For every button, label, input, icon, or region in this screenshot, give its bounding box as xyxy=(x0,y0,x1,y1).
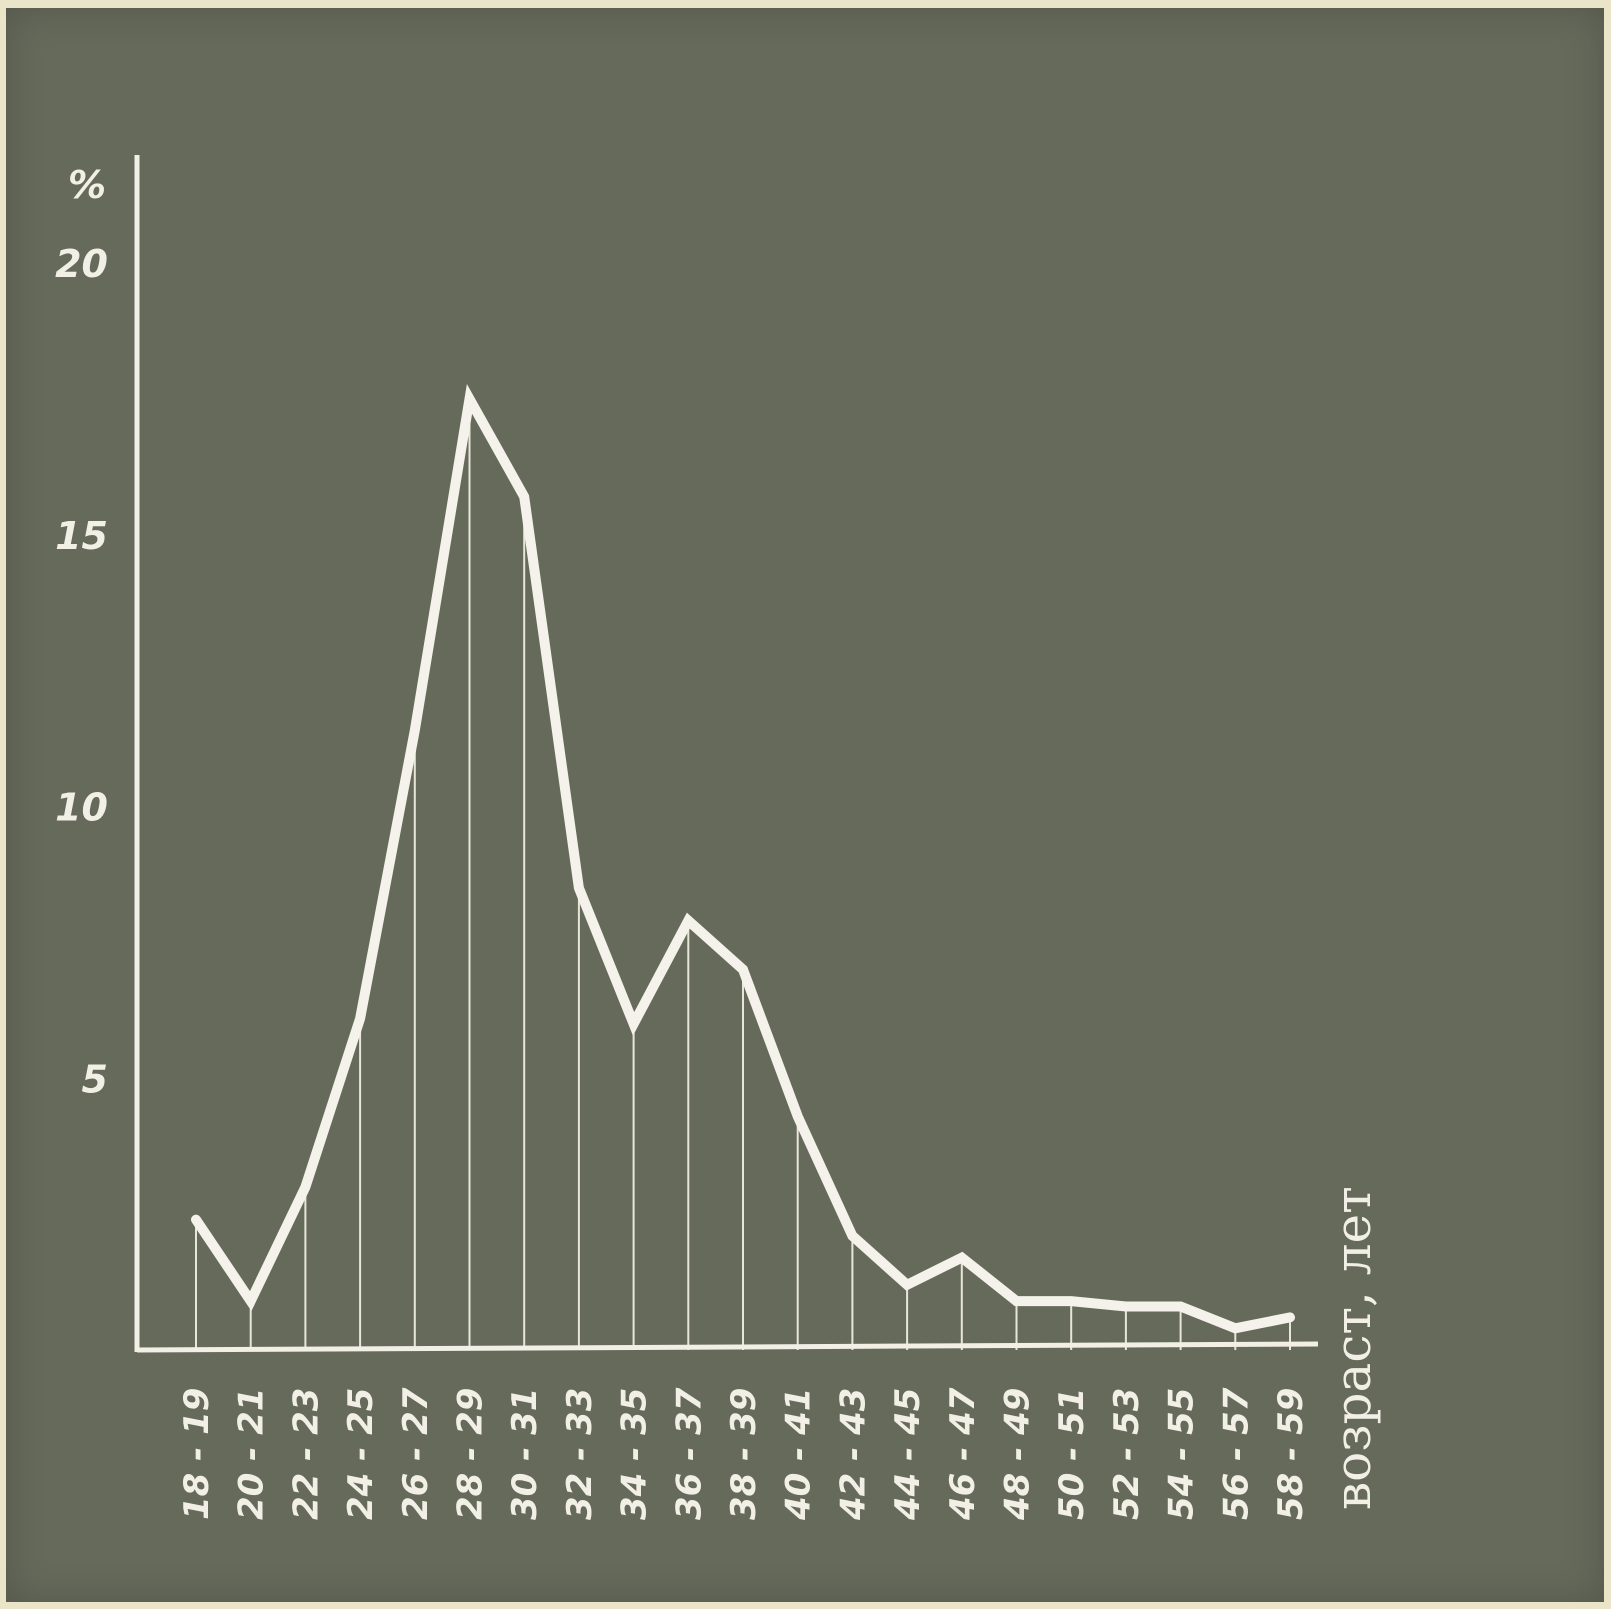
x-tick-label: 34 - 35 xyxy=(615,1388,655,1520)
y-axis-unit-label: % xyxy=(68,163,106,207)
x-tick-label: 52 - 53 xyxy=(1107,1388,1147,1520)
x-tick-label: 32 - 33 xyxy=(560,1388,600,1520)
x-tick-label: 30 - 31 xyxy=(505,1388,545,1520)
x-tick-label: 22 - 23 xyxy=(286,1388,326,1520)
x-tick-label: 38 - 39 xyxy=(724,1388,764,1520)
x-tick-label: 28 - 29 xyxy=(451,1388,491,1520)
x-tick-label: 42 - 43 xyxy=(833,1388,873,1521)
y-tick-label: 20 xyxy=(55,242,108,286)
y-tick-label: 10 xyxy=(55,786,108,830)
x-tick-labels: 18 - 19 20 - 21 22 - 23 24 - 25 26 - 27 28 - … xyxy=(177,1387,1311,1521)
y-tick-labels: 5 10 15 20 xyxy=(55,242,108,1101)
x-tick-label: 20 - 21 xyxy=(232,1388,272,1520)
x-tick-label: 24 - 25 xyxy=(341,1388,381,1520)
x-tick-label: 44 - 45 xyxy=(888,1388,928,1521)
x-tick-label: 54 - 55 xyxy=(1162,1388,1202,1520)
x-tick-label: 46 - 47 xyxy=(943,1387,983,1521)
x-tick-label: 50 - 51 xyxy=(1052,1388,1092,1520)
x-tick-label: 58 - 59 xyxy=(1271,1388,1311,1520)
x-tick-label: 56 - 57 xyxy=(1216,1387,1256,1520)
x-tick-label: 18 - 19 xyxy=(177,1388,217,1520)
y-tick-label: 15 xyxy=(55,514,108,558)
x-tick-label: 40 - 41 xyxy=(779,1388,819,1521)
x-axis xyxy=(136,1341,1319,1353)
x-tick-label: 26 - 27 xyxy=(396,1387,436,1520)
drop-lines xyxy=(195,398,1291,1350)
series-line xyxy=(191,383,1295,1334)
y-tick-label: 5 xyxy=(82,1057,108,1101)
x-axis-title: возраст, лет xyxy=(1324,1186,1382,1510)
x-tick-label: 48 - 49 xyxy=(998,1388,1038,1521)
x-tick-label: 36 - 37 xyxy=(669,1387,709,1520)
chart-board xyxy=(6,8,1604,1602)
